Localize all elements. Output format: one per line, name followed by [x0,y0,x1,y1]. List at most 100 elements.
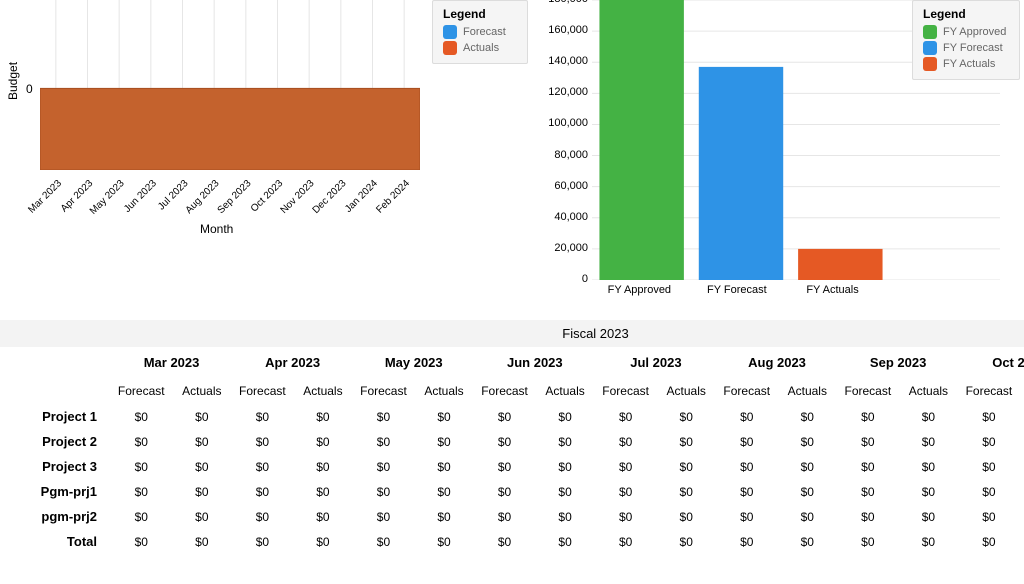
table-cell: $0 [898,404,959,429]
table-cell: $0 [232,504,293,529]
table-cell: $0 [172,454,233,479]
budget-chart-xtick: Sep 2023 [216,178,254,216]
table-cell: $0 [111,429,172,454]
top-charts-row: Budget 0 Mar 2023Apr 2023May 2023Jun 202… [0,0,1024,300]
table-cell: $0 [777,504,838,529]
table-cell: $0 [172,529,233,554]
month-header: Sep 2023 [838,347,959,378]
budget-table-body: Project 1$0$0$0$0$0$0$0$0$0$0$0$0$0$0$0$… [0,404,1024,554]
sub-header: Forecast [595,378,656,404]
table-cell: $0 [353,479,414,504]
table-row: pgm-prj2$0$0$0$0$0$0$0$0$0$0$0$0$0$0$0$0 [0,504,1024,529]
budget-chart-plot [40,0,420,170]
sub-header: Forecast [353,378,414,404]
budget-chart-xtick: Jan 2024 [343,178,380,215]
table-cell: $0 [293,529,354,554]
table-cell: $0 [474,454,535,479]
fy-chart-ytick: 180,000 [546,0,588,5]
fy-chart-ytick: 100,000 [546,117,588,129]
sub-header: Actuals [293,378,354,404]
table-cell: $0 [172,429,233,454]
table-cell: $0 [716,479,777,504]
table-cell: $0 [414,504,475,529]
sub-header-row: ForecastActualsForecastActualsForecastAc… [0,378,1024,404]
fiscal-year-header: Fiscal 2023 [111,320,1024,347]
swatch-fy-approved-icon [923,25,937,39]
table-cell: $0 [232,404,293,429]
table-cell: $0 [535,529,596,554]
budget-table: Fiscal 2023 Mar 2023Apr 2023May 2023Jun … [0,320,1024,554]
table-cell: $0 [716,504,777,529]
swatch-actuals-icon [443,41,457,55]
sub-header: Forecast [959,378,1020,404]
table-cell: $0 [414,479,475,504]
table-cell: $0 [172,504,233,529]
table-cell: $0 [535,429,596,454]
fy-chart-ytick: 80,000 [546,149,588,161]
legend-item-fy-actuals: FY Actuals [923,57,1009,71]
month-header: Aug 2023 [716,347,837,378]
table-cell: $0 [595,429,656,454]
legend-item-label: FY Approved [943,26,1006,38]
sub-header: Forecast [838,378,899,404]
table-cell: $0 [353,404,414,429]
row-label: pgm-prj2 [0,504,111,529]
table-cell: $0 [838,429,899,454]
table-cell: $0 [414,529,475,554]
budget-table-head: Fiscal 2023 Mar 2023Apr 2023May 2023Jun … [0,320,1024,404]
table-cell: $0 [716,529,777,554]
month-header: Jun 2023 [474,347,595,378]
table-cell: $0 [1019,454,1024,479]
table-cell: $0 [959,479,1020,504]
fy-summary-chart: 020,00040,00060,00080,000100,000120,0001… [540,0,1024,300]
table-cell: $0 [656,429,717,454]
table-cell: $0 [232,529,293,554]
fy-chart-xlabel: FY Actuals [806,284,858,296]
row-label: Project 3 [0,454,111,479]
table-cell: $0 [898,454,959,479]
budget-chart-xlabel: Month [200,222,233,236]
budget-chart-xtick: Dec 2023 [311,178,349,216]
legend-item-label: Forecast [463,26,506,38]
table-cell: $0 [1019,404,1024,429]
month-header: Oct 2023 [959,347,1024,378]
legend-title: Legend [443,7,517,21]
table-cell: $0 [474,429,535,454]
fy-chart-yticks: 020,00040,00060,00080,000100,000120,0001… [546,0,590,280]
fy-chart-ytick: 120,000 [546,86,588,98]
table-cell: $0 [535,504,596,529]
table-cell: $0 [293,404,354,429]
table-cell: $0 [474,404,535,429]
sub-header: Forecast [716,378,777,404]
budget-chart-ylabel: Budget [6,62,20,100]
table-cell: $0 [959,529,1020,554]
sub-header: Actuals [535,378,596,404]
table-cell: $0 [777,479,838,504]
budget-chart-legend: Legend Forecast Actuals [432,0,528,64]
fiscal-header-row: Fiscal 2023 [0,320,1024,347]
sub-header: Forecast [111,378,172,404]
legend-item-actuals: Actuals [443,41,517,55]
table-cell: $0 [656,479,717,504]
fy-chart-xlabel: FY Approved [608,284,671,296]
budget-chart-xtick: Feb 2024 [374,178,412,216]
table-cell: $0 [959,454,1020,479]
table-cell: $0 [777,404,838,429]
table-cell: $0 [535,454,596,479]
table-cell: $0 [838,479,899,504]
table-row: Project 2$0$0$0$0$0$0$0$0$0$0$0$0$0$0$0$… [0,429,1024,454]
table-cell: $0 [656,454,717,479]
fy-chart-ytick: 20,000 [546,242,588,254]
budget-chart-xticks: Mar 2023Apr 2023May 2023Jun 2023Jul 2023… [40,174,420,214]
table-cell: $0 [656,404,717,429]
table-cell: $0 [414,429,475,454]
table-cell: $0 [595,529,656,554]
legend-item-forecast: Forecast [443,25,517,39]
table-cell: $0 [1019,479,1024,504]
table-cell: $0 [898,479,959,504]
table-cell: $0 [111,404,172,429]
budget-chart-zero-tick: 0 [26,82,33,96]
month-header: Mar 2023 [111,347,232,378]
sub-header: Actuals [414,378,475,404]
table-cell: $0 [172,479,233,504]
